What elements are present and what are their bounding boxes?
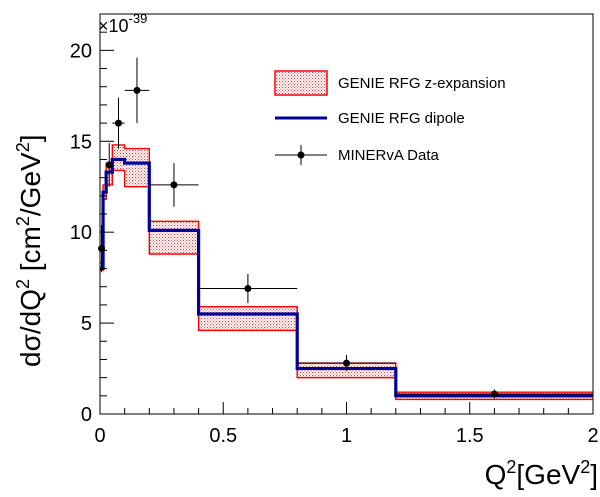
band-bin (124, 148, 150, 187)
data-marker (170, 181, 178, 189)
band-lower-edge (100, 169, 593, 401)
x-tick-label: 1 (341, 425, 352, 447)
data-marker (105, 161, 113, 169)
x-tick-label: 0 (94, 425, 105, 447)
dipole-step-line (100, 157, 593, 398)
data-marker (490, 390, 498, 398)
data-point (124, 57, 150, 124)
y-scale-exponent: -39 (129, 11, 148, 26)
plot-frame (99, 13, 594, 415)
data-point (297, 354, 396, 372)
legend-label-data: MINERvA Data (338, 147, 440, 164)
y-tick-label: 20 (70, 40, 92, 62)
data-marker (244, 285, 252, 293)
y-scale-factor: ×10-39 (98, 11, 147, 36)
y-tick-label: 0 (81, 404, 92, 426)
data-marker (98, 245, 106, 253)
data-marker (133, 86, 141, 94)
data-point (395, 389, 593, 399)
band-bin (198, 306, 298, 331)
x-tick-label: 0.5 (209, 425, 237, 447)
x-tick-label: 2 (587, 425, 598, 447)
data-point (105, 143, 113, 187)
x-axis-title: Q2[GeV2] (485, 457, 598, 490)
dipole-curve (100, 157, 593, 398)
legend-swatch-data-marker (297, 151, 305, 159)
minerva-data-points (98, 57, 593, 399)
legend-label-dipole: GENIE RFG dipole (338, 110, 465, 127)
y-tick-label: 10 (70, 222, 92, 244)
data-marker (343, 359, 350, 367)
band-bin (112, 144, 125, 171)
y-axis-title: dσ/dQ2 [cm2/GeV2] (13, 134, 46, 367)
y-tick-label: 15 (70, 131, 92, 153)
data-marker (114, 119, 122, 127)
data-point (198, 274, 298, 304)
x-tick-label: 1.5 (456, 425, 484, 447)
y-tick-label: 5 (81, 313, 92, 335)
legend-label-z-expansion: GENIE RFG z-expansion (338, 75, 506, 92)
legend-swatch-z-expansion (274, 70, 328, 96)
axis-ticks (99, 13, 594, 415)
data-point (149, 163, 199, 207)
band-bin (149, 221, 199, 254)
legend: GENIE RFG z-expansion GENIE RFG dipole M… (274, 70, 506, 165)
data-point (112, 97, 125, 149)
y-scale-label: ×10 (98, 16, 129, 36)
